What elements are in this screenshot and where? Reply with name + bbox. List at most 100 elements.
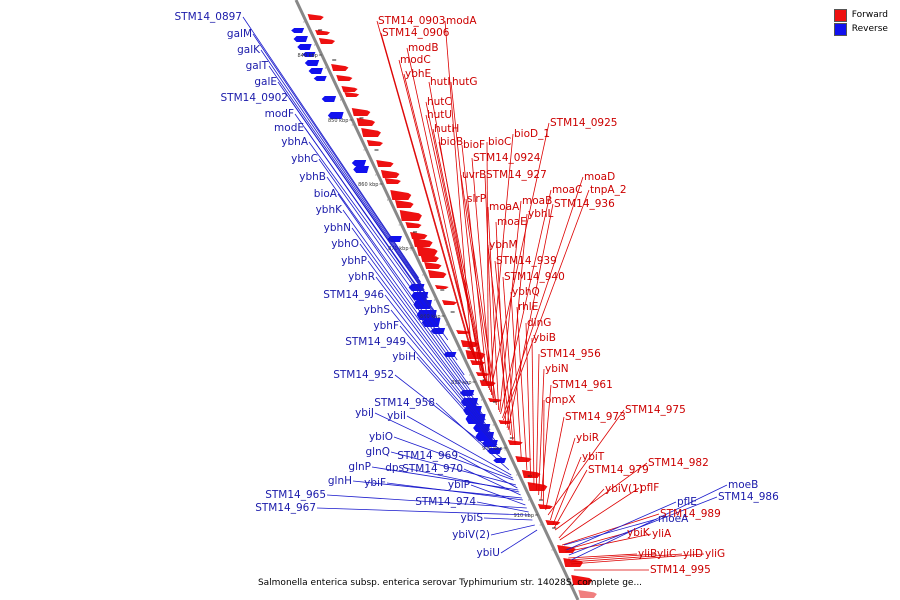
forward-gene-label[interactable]: ybiV(1) [605,483,643,495]
reverse-gene-label[interactable]: STM14_0902 [221,92,288,104]
forward-gene-label[interactable]: rhlE [518,301,538,313]
forward-gene-label[interactable]: STM14_936 [554,198,615,210]
reverse-gene-label[interactable]: glnH [328,475,352,487]
reverse-gene-label[interactable]: ybhP [341,255,367,267]
forward-gene-label[interactable]: STM14_940 [504,271,565,283]
forward-gene-label[interactable]: hutC [427,96,452,108]
forward-gene-label[interactable]: ybiB [533,332,556,344]
forward-gene-label[interactable]: STM14_939 [496,255,557,267]
forward-gene-label[interactable]: slrP [467,193,486,205]
reverse-gene-label[interactable]: ybiP [448,479,470,491]
forward-gene-label[interactable]: ybhQ [512,286,540,298]
reverse-gene-label[interactable]: moeA [658,513,689,525]
reverse-gene-label[interactable]: galE [254,76,277,88]
reverse-gene-label[interactable]: STM14_0897 [175,11,242,23]
forward-gene-label[interactable]: bioC [488,136,511,148]
reverse-gene-label[interactable]: ybhK [316,204,344,216]
reverse-gene-label[interactable]: glnP [348,461,371,473]
forward-gene-label[interactable]: yliC [657,548,676,560]
reverse-gene-label[interactable]: STM14_958 [374,397,435,409]
forward-gene-label[interactable]: hutI [430,76,451,88]
reverse-gene-label[interactable]: ybiO [369,431,393,443]
reverse-gene-label[interactable]: ybhC [291,153,318,165]
forward-gene-label[interactable]: moaE [497,216,527,228]
reverse-gene-label[interactable]: ybiH [392,351,416,363]
forward-gene-label[interactable]: STM14_995 [650,564,711,576]
forward-gene-label[interactable]: modC [400,54,431,66]
reverse-gene-label[interactable]: ybiI [387,410,406,422]
forward-gene-label[interactable]: hutG [452,76,478,88]
forward-gene-label[interactable]: yliA [652,528,672,540]
forward-gene-label[interactable]: moaB [522,195,552,207]
reverse-gene-label[interactable]: STM14_949 [345,336,406,348]
forward-gene-label[interactable]: uvrB [462,169,486,181]
forward-gene-label[interactable]: yliD [683,548,703,560]
forward-gene-label[interactable]: bioF [463,139,485,151]
forward-gene-label[interactable]: ybiR [576,432,599,444]
forward-gene-label[interactable]: tnpA_2 [590,184,627,196]
forward-gene-label[interactable]: ompX [545,394,576,406]
forward-gene-label[interactable]: ybhM [489,239,518,251]
forward-gene-label[interactable]: ybiK [627,527,651,539]
reverse-gene-label[interactable]: ybhR [348,271,375,283]
reverse-gene-label[interactable]: ybiJ [355,407,374,419]
forward-gene-label[interactable]: modA [446,15,477,27]
forward-gene-label[interactable]: STM14_927 [486,169,547,181]
reverse-gene-label[interactable]: galT [246,60,269,72]
forward-gene-label[interactable]: STM14_0925 [550,117,617,129]
forward-gene-label[interactable]: ybiN [545,363,569,375]
forward-gene-label[interactable]: STM14_982 [648,457,709,469]
reverse-gene-label[interactable]: ybhS [364,304,391,316]
forward-gene-label[interactable]: hutU [427,109,452,121]
reverse-gene-label[interactable]: STM14_986 [718,491,779,503]
reverse-gene-label[interactable]: STM14_974 [415,496,476,508]
reverse-gene-label[interactable]: galK [237,44,261,56]
reverse-gene-label[interactable]: ybhF [373,320,399,332]
forward-gene-label[interactable]: moaA [489,201,520,213]
forward-gene-label[interactable]: moaD [584,171,615,183]
forward-gene-label[interactable]: ybhL [528,208,554,220]
reverse-gene-label[interactable]: glnQ [365,446,390,458]
forward-gene-label[interactable]: yliB [638,548,657,560]
forward-gene-label[interactable]: dinG [527,317,551,329]
reverse-gene-label[interactable]: ybiF [364,477,386,489]
forward-gene-label[interactable]: STM14_956 [540,348,601,360]
reverse-gene-label[interactable]: bioA [314,188,338,200]
reverse-gene-label[interactable]: STM14_952 [333,369,394,381]
forward-gene-label[interactable]: pflF [640,482,659,494]
forward-gene-label[interactable]: STM14_975 [625,404,686,416]
forward-gene-label[interactable]: STM14_0924 [473,152,541,164]
reverse-gene-label[interactable]: ybiU [477,547,500,559]
reverse-gene-label[interactable]: ybiS [461,512,484,524]
forward-gene-label[interactable]: moaC [552,184,582,196]
forward-gene-label[interactable]: STM14_0903 [378,15,445,27]
forward-gene-label[interactable]: STM14_0906 [382,27,450,39]
reverse-gene-label[interactable]: STM14_967 [255,502,316,514]
reverse-gene-label[interactable]: galM [227,28,252,40]
reverse-gene-label[interactable]: ybhO [331,238,359,250]
forward-gene-label[interactable]: STM14_979 [588,464,649,476]
forward-gene-label[interactable]: hutH [434,123,459,135]
reverse-gene-label[interactable]: STM14_970 [402,463,463,475]
reverse-gene-label[interactable]: pflE [677,496,697,508]
reverse-gene-label[interactable]: STM14_946 [323,289,384,301]
reverse-gene-label[interactable]: moeB [728,479,758,491]
reverse-gene-label[interactable]: STM14_965 [265,489,326,501]
reverse-gene-label[interactable]: ybhA [281,136,309,148]
forward-gene-label[interactable]: STM14_961 [552,379,613,391]
forward-gene-label[interactable]: yliG [705,548,725,560]
reverse-gene-label[interactable]: dps [385,462,404,474]
forward-gene-label[interactable]: bioD_1 [514,128,550,140]
forward-gene-label[interactable]: ybiT [582,451,605,463]
forward-gene-label[interactable]: ybhE [405,68,431,80]
reverse-gene-label[interactable]: modF [265,108,294,120]
reverse-gene-label[interactable]: ybhN [324,222,351,234]
forward-gene-label[interactable]: bioB [440,136,463,148]
forward-gene-label[interactable]: modB [408,42,439,54]
forward-gene-label[interactable]: STM14_989 [660,508,721,520]
reverse-gene-label[interactable]: modE [274,122,304,134]
reverse-gene-label[interactable]: ybiV(2) [452,529,490,541]
forward-gene-label[interactable]: STM14_973 [565,411,626,423]
reverse-gene-label[interactable]: STM14_969 [397,450,458,462]
reverse-gene-label[interactable]: ybhB [299,171,326,183]
